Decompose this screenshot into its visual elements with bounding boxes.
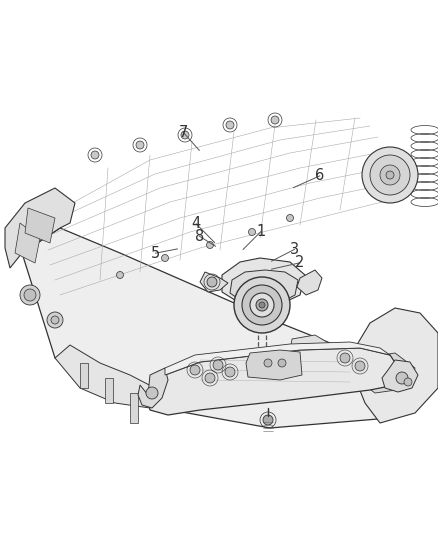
Circle shape (248, 229, 255, 236)
Text: 4: 4 (191, 216, 201, 231)
Circle shape (362, 147, 418, 203)
Polygon shape (290, 335, 332, 365)
Circle shape (225, 367, 235, 377)
Circle shape (20, 285, 40, 305)
Circle shape (181, 131, 189, 139)
Circle shape (278, 359, 286, 367)
Circle shape (51, 316, 59, 324)
Circle shape (91, 151, 99, 159)
Circle shape (146, 387, 158, 399)
Circle shape (271, 116, 279, 124)
Polygon shape (138, 368, 168, 408)
Polygon shape (25, 208, 55, 243)
Polygon shape (105, 378, 113, 403)
Circle shape (206, 241, 213, 248)
Circle shape (404, 378, 412, 386)
Circle shape (355, 361, 365, 371)
Circle shape (207, 277, 217, 287)
Circle shape (396, 372, 408, 384)
Circle shape (286, 214, 293, 222)
Text: 5: 5 (151, 246, 160, 261)
Polygon shape (382, 360, 418, 392)
Circle shape (264, 359, 272, 367)
Circle shape (370, 155, 410, 195)
Text: 1: 1 (256, 224, 265, 239)
Text: 3: 3 (290, 242, 299, 257)
Polygon shape (297, 270, 322, 295)
Text: 2: 2 (295, 255, 305, 270)
Polygon shape (222, 258, 305, 305)
Text: 6: 6 (315, 168, 325, 183)
Text: 8: 8 (194, 229, 204, 244)
Polygon shape (355, 308, 438, 423)
Circle shape (259, 302, 265, 308)
Polygon shape (148, 348, 400, 415)
Circle shape (136, 141, 144, 149)
Polygon shape (15, 223, 40, 263)
Polygon shape (355, 353, 415, 393)
Circle shape (190, 365, 200, 375)
Circle shape (250, 293, 274, 317)
Circle shape (226, 121, 234, 129)
Circle shape (205, 373, 215, 383)
Polygon shape (230, 270, 298, 307)
Circle shape (386, 171, 394, 179)
Text: 7: 7 (178, 125, 188, 140)
Circle shape (340, 353, 350, 363)
Polygon shape (200, 272, 228, 292)
Circle shape (47, 312, 63, 328)
Circle shape (263, 415, 273, 425)
Polygon shape (246, 350, 302, 380)
Polygon shape (5, 188, 75, 268)
Circle shape (380, 165, 400, 185)
Polygon shape (55, 345, 155, 408)
Circle shape (213, 360, 223, 370)
Polygon shape (130, 393, 138, 423)
Polygon shape (22, 228, 415, 428)
Circle shape (242, 285, 282, 325)
Polygon shape (80, 363, 88, 388)
Circle shape (234, 277, 290, 333)
Circle shape (162, 254, 169, 262)
Polygon shape (22, 203, 60, 253)
Circle shape (117, 271, 124, 279)
Circle shape (24, 289, 36, 301)
Polygon shape (165, 342, 390, 375)
Circle shape (256, 299, 268, 311)
